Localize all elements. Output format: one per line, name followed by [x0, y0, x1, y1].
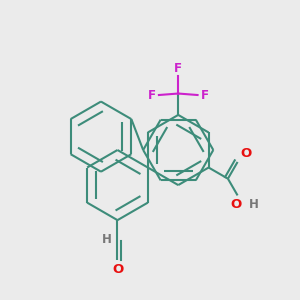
Text: H: H — [102, 233, 112, 246]
Text: F: F — [148, 88, 156, 101]
Text: H: H — [249, 198, 259, 212]
Text: O: O — [241, 148, 252, 160]
Text: O: O — [112, 263, 124, 276]
Text: F: F — [174, 62, 182, 75]
Text: F: F — [200, 88, 208, 101]
Text: O: O — [230, 198, 242, 212]
